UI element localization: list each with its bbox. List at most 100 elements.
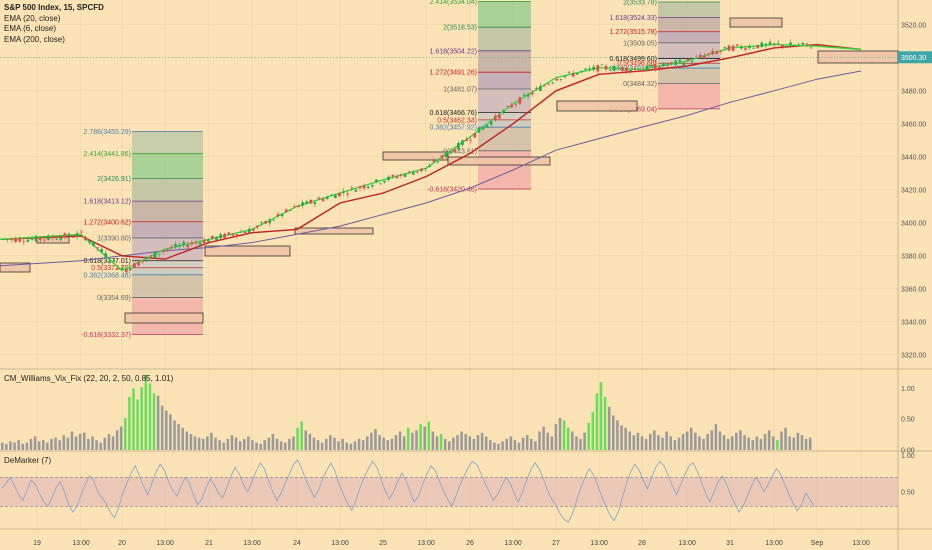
candle-body-78 — [321, 198, 325, 201]
vix-bar-78 — [320, 442, 324, 450]
candle-body-24 — [100, 249, 103, 252]
x-tick-17: 13:00 — [765, 540, 783, 547]
candle-body-38 — [157, 254, 161, 255]
candle-body-60 — [248, 228, 251, 233]
demarker-tick-1: 1.00 — [901, 453, 915, 460]
legend-ema20[interactable]: EMA (20, close) — [4, 13, 61, 23]
candle-body-183 — [752, 47, 755, 49]
candle-body-10 — [43, 239, 46, 241]
vix-bar-50 — [206, 436, 209, 450]
candle-body-35 — [145, 257, 149, 260]
vix-bar-182 — [747, 437, 750, 450]
vix-tick-2: 1.00 — [901, 386, 915, 393]
vix-bar-6 — [25, 442, 29, 450]
fib-zone-1-6 — [478, 119, 531, 128]
candle-body-63 — [260, 222, 263, 223]
vix-bar-43 — [177, 424, 180, 450]
candle-body-74 — [305, 201, 308, 205]
fib-zone-1-0 — [478, 1, 531, 28]
candle-body-27 — [112, 259, 116, 262]
candle-body-32 — [133, 263, 136, 268]
zone-rect-3 — [204, 245, 291, 257]
vix-bar-102 — [419, 424, 422, 450]
price-tick-1: 3340.00 — [901, 319, 926, 326]
legend-ema6[interactable]: EMA (6, close) — [4, 24, 57, 33]
vix-bar-25 — [103, 437, 107, 450]
fib-label-1-7: 0.382(3457.92) — [430, 125, 477, 132]
vix-bar-81 — [333, 437, 336, 450]
candle-body-188 — [772, 43, 776, 45]
legend-ema200[interactable]: EMA (200, close) — [4, 34, 65, 44]
fib-zone-0-6 — [132, 260, 203, 268]
vix-bar-144 — [591, 411, 595, 450]
vix-bar-76 — [312, 437, 316, 450]
x-tick-5: 13:00 — [243, 540, 261, 547]
ema20-line — [0, 43, 862, 260]
candle-body-70 — [289, 209, 292, 211]
fib-label-0-1: 2.414(3441.86) — [84, 151, 131, 158]
vix-bar-17 — [70, 431, 74, 450]
candle-body-101 — [416, 171, 419, 173]
vix-bar-46 — [189, 433, 193, 450]
x-tick-6: 24 — [293, 540, 301, 547]
vix-bar-95 — [390, 438, 394, 450]
x-tick-3: 13:00 — [156, 540, 174, 547]
vix-bar-33 — [136, 399, 139, 450]
vix-bar-29 — [119, 426, 123, 450]
candle-body-51 — [211, 235, 214, 239]
vix-bar-80 — [329, 435, 332, 450]
zone-rect-6 — [447, 156, 551, 166]
fib-label-0-9: 0(3354.69) — [97, 295, 131, 302]
vix-legend: CM_Williams_Vix_Fix (22, 20, 2, 50, 0.85… — [4, 374, 173, 385]
vix-bar-94 — [386, 440, 390, 450]
candle-body-164 — [674, 60, 677, 65]
vix-bar-164 — [673, 440, 677, 450]
fib-zone-1-8 — [478, 150, 531, 190]
x-tick-10: 26 — [466, 540, 474, 547]
candle-body-166 — [682, 62, 686, 66]
vix-bar-189 — [776, 440, 779, 450]
vix-bar-56 — [230, 435, 234, 450]
vix-bar-21 — [87, 438, 90, 450]
candle-body-173 — [711, 50, 714, 55]
candle-body-44 — [182, 242, 185, 245]
fib-zone-1-5 — [478, 112, 531, 120]
vix-bar-42 — [173, 420, 176, 450]
candle-body-8 — [34, 236, 38, 242]
candle-body-95 — [391, 175, 395, 177]
price-tick-7: 3460.00 — [901, 121, 926, 128]
vix-bar-91 — [374, 429, 377, 450]
vix-fix-label[interactable]: CM_Williams_Vix_Fix (22, 20, 2, 50, 0.85… — [4, 374, 174, 383]
vix-bar-130 — [534, 441, 537, 450]
candle-body-26 — [108, 261, 112, 262]
x-tick-14: 28 — [638, 540, 646, 547]
vix-bar-188 — [771, 436, 775, 450]
candle-body-98 — [403, 174, 407, 177]
candle-body-41 — [170, 246, 173, 249]
vix-bar-159 — [653, 430, 656, 450]
candle-body-175 — [719, 51, 723, 52]
fib-zone-0-4 — [132, 221, 203, 238]
vix-bar-151 — [620, 425, 623, 450]
candle-body-158 — [649, 65, 653, 67]
vix-bar-14 — [58, 440, 61, 450]
candle-body-196 — [805, 43, 809, 46]
demarker-label[interactable]: DeMarker (7) — [4, 456, 52, 465]
vix-bar-34 — [140, 387, 143, 450]
fib-label-0-10: -0.618(3332.37) — [81, 332, 131, 339]
candle-body-99 — [407, 171, 411, 173]
vix-bar-3 — [13, 442, 16, 450]
candle-body-93 — [383, 180, 386, 183]
candle-body-104 — [428, 165, 431, 168]
vix-bar-145 — [595, 393, 599, 450]
vix-bar-146 — [599, 382, 603, 450]
vix-bar-97 — [398, 431, 402, 450]
candle-body-159 — [653, 64, 657, 70]
vix-bar-40 — [165, 410, 168, 450]
vix-bar-99 — [407, 427, 410, 450]
candle-body-109 — [448, 151, 452, 154]
demarker-legend: DeMarker (7) — [4, 456, 51, 467]
candle-body-156 — [641, 69, 645, 71]
